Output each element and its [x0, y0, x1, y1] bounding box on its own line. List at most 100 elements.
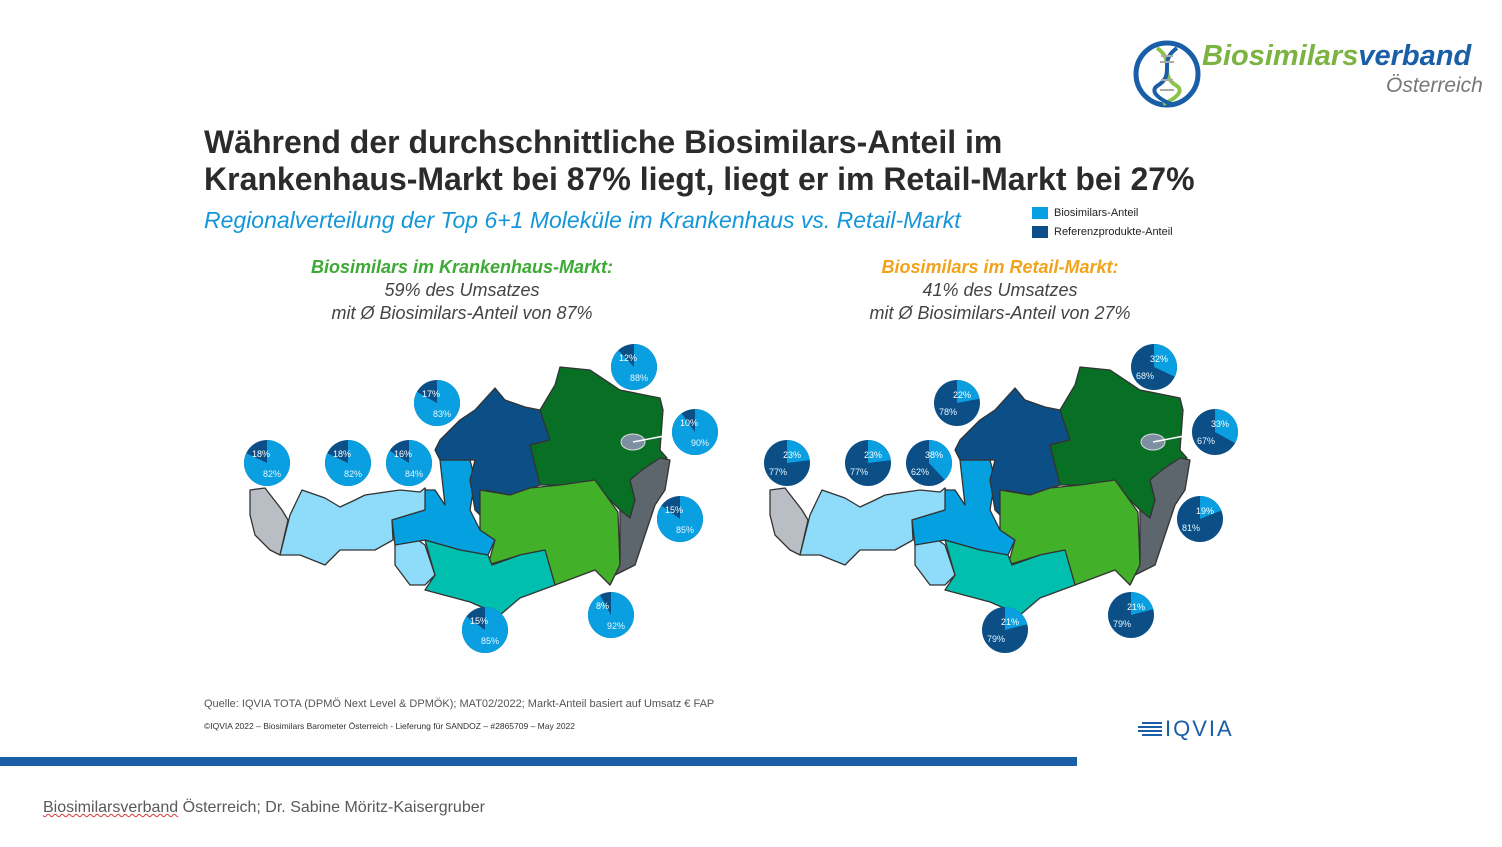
iqvia-wordmark: IQVIA	[1165, 716, 1234, 741]
pie-label-reference: 81%	[1182, 523, 1200, 533]
logo-part1: Biosimilars	[1202, 40, 1359, 72]
pie-chart: 12% 88%	[611, 344, 658, 390]
pie-label-reference: 77%	[850, 467, 868, 477]
pie-chart: 32% 68%	[1131, 344, 1177, 390]
austria-maps: 18% 82% 18% 82% 16% 84% 17% 83% 12% 88% 10% 90% 15% 8…	[244, 344, 1239, 653]
region-kaernten	[944, 539, 1076, 616]
pie-label-biosimilars: 23%	[864, 450, 882, 460]
pie-label-biosimilars: 88%	[630, 373, 648, 383]
pie-label-reference: 8%	[596, 601, 609, 611]
legend-item-biosimilars: Biosimilars-Anteil	[1032, 207, 1138, 219]
pie-label-biosimilars: 82%	[344, 469, 362, 479]
pie-label-reference: 79%	[987, 634, 1005, 644]
pie-chart: 23% 77%	[845, 440, 891, 486]
logo-wordmark: Biosimilarsverband	[1202, 40, 1471, 73]
legend-swatch	[1032, 207, 1048, 219]
pie-slice-biosimilars	[244, 440, 291, 486]
pie-slice-biosimilars	[929, 440, 952, 480]
pie-label-biosimilars: 85%	[481, 636, 499, 646]
pie-slice-biosimilars	[1200, 496, 1222, 519]
pie-label-biosimilars: 33%	[1211, 419, 1229, 429]
pie-label-biosimilars: 90%	[691, 438, 709, 448]
pie-chart: 15% 85%	[461, 607, 508, 653]
region-burgenland	[1129, 457, 1191, 586]
hospital-map: 18% 82% 18% 82% 16% 84% 17% 83% 12% 88% 10% 90% 15% 8…	[244, 344, 718, 653]
footer-author: Österreich; Dr. Sabine Möritz-Kaisergrub…	[178, 799, 485, 816]
pie-chart: 23% 77%	[764, 440, 810, 486]
retail-revenue: 41% des Umsatzes	[922, 280, 1078, 300]
pie-chart: 21% 79%	[1108, 592, 1154, 638]
pie-chart: 16% 84%	[386, 440, 433, 486]
pie-label-reference: 62%	[911, 467, 929, 477]
pie-label-biosimilars: 21%	[1127, 602, 1145, 612]
pie-chart: 21% 79%	[982, 607, 1028, 653]
pie-slice-biosimilars	[587, 592, 634, 638]
retail-heading: Biosimilars im Retail-Markt: 41% des Ums…	[790, 256, 1210, 325]
pie-chart: 38% 62%	[906, 440, 952, 486]
pie-slice-biosimilars	[957, 380, 980, 403]
dna-logo-icon	[1133, 40, 1201, 108]
pie-chart: 10% 90%	[671, 409, 718, 455]
hospital-title: Biosimilars im Krankenhaus-Markt:	[310, 257, 614, 277]
wien-arrow	[1152, 435, 1185, 443]
pie-label-biosimilars: 32%	[1150, 354, 1168, 364]
pie-label-biosimilars: 22%	[953, 390, 971, 400]
region-burgenland	[609, 457, 671, 586]
footer-bar	[0, 757, 1077, 766]
pie-label-biosimilars: 82%	[263, 469, 281, 479]
logo-part2: verband	[1358, 40, 1472, 72]
pie-label-reference: 18%	[252, 449, 270, 459]
region-steiermark	[999, 479, 1141, 586]
pie-label-reference: 17%	[422, 389, 440, 399]
pie-label-biosimilars: 85%	[676, 525, 694, 535]
pie-label-reference: 79%	[1113, 619, 1131, 629]
pie-label-biosimilars: 92%	[607, 621, 625, 631]
pie-label-biosimilars: 19%	[1196, 506, 1214, 516]
pie-slice-biosimilars	[325, 440, 372, 486]
pie-label-biosimilars: 38%	[925, 450, 943, 460]
pie-chart: 19% 81%	[1177, 496, 1223, 542]
region-tirol	[279, 487, 431, 566]
pie-label-reference: 78%	[939, 407, 957, 417]
pie-label-biosimilars: 23%	[783, 450, 801, 460]
pie-label-biosimilars: 84%	[405, 469, 423, 479]
pie-chart: 22% 78%	[934, 380, 980, 426]
pie-chart: 18% 82%	[244, 440, 291, 486]
hospital-revenue: 59% des Umsatzes	[384, 280, 540, 300]
legend-label: Biosimilars-Anteil	[1054, 207, 1139, 219]
pie-label-reference: 18%	[333, 449, 351, 459]
pie-label-biosimilars: 83%	[433, 409, 451, 419]
iqvia-logo: IQVIA	[1138, 716, 1234, 742]
pie-label-reference: 15%	[470, 616, 488, 626]
pie-label-biosimilars: 21%	[1001, 617, 1019, 627]
footer-org: Biosimilarsverband	[43, 799, 179, 816]
iqvia-lines-icon	[1138, 722, 1162, 736]
region-tirol	[799, 487, 951, 566]
title-line-2: Krankenhaus-Markt bei 87% liegt, liegt e…	[204, 161, 1195, 197]
pie-chart: 33% 67%	[1192, 409, 1239, 455]
retail-map: 23% 77% 23% 77% 38% 62% 22% 78% 32% 68% 33% 67% 19% 8…	[764, 344, 1239, 653]
pie-slice-biosimilars	[611, 344, 658, 390]
pie-slice-biosimilars	[1215, 409, 1239, 444]
source-note: Quelle: IQVIA TOTA (DPMÖ Next Level & DP…	[204, 698, 715, 710]
pie-label-reference: 10%	[680, 418, 698, 428]
hospital-heading: Biosimilars im Krankenhaus-Markt: 59% de…	[252, 256, 672, 325]
wien-arrow	[632, 435, 665, 443]
pie-slice-biosimilars	[671, 409, 718, 455]
pie-slice-biosimilars	[1005, 607, 1028, 630]
pie-slice-biosimilars	[868, 440, 891, 463]
pie-slice-biosimilars	[461, 607, 508, 653]
retail-title: Biosimilars im Retail-Markt:	[881, 257, 1119, 277]
pie-slice-biosimilars	[386, 440, 433, 486]
copyright-note: ©IQVIA 2022 – Biosimilars Barometer Öste…	[204, 721, 575, 731]
pie-label-reference: 12%	[619, 353, 637, 363]
pie-label-reference: 15%	[665, 505, 683, 515]
hospital-share: mit Ø Biosimilars-Anteil von 87%	[331, 303, 593, 323]
pie-chart: 15% 85%	[656, 496, 703, 542]
pie-chart: 18% 82%	[325, 440, 372, 486]
pie-label-reference: 16%	[394, 449, 412, 459]
legend-swatch	[1032, 226, 1048, 238]
region-kaernten	[424, 539, 556, 616]
pie-label-reference: 68%	[1136, 371, 1154, 381]
